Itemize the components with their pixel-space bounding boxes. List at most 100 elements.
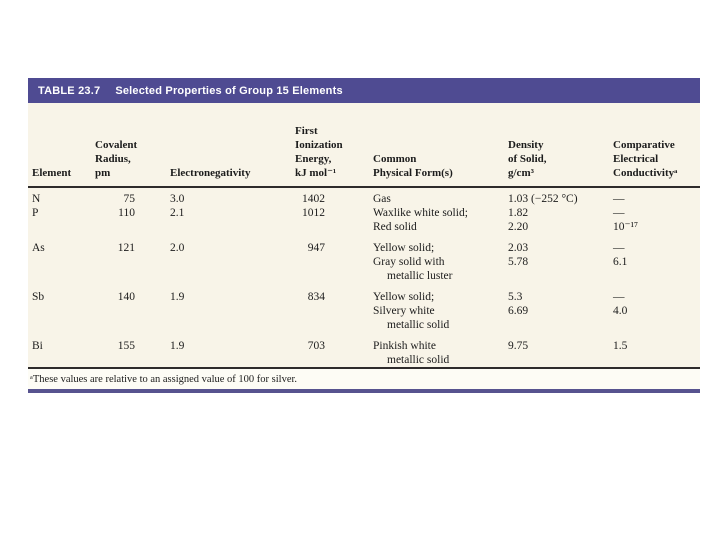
table-title-bar: TABLE 23.7 Selected Properties of Group … — [28, 78, 700, 103]
density-value: 2.03 — [508, 242, 529, 254]
element-symbol — [32, 220, 95, 234]
electronegativity-value — [170, 353, 295, 367]
header-comparative-electrical-conductivity: Comparative Electrical Conductivityᵃ — [613, 139, 678, 179]
element-symbol — [32, 269, 95, 283]
physical-form: Silvery white — [373, 305, 435, 317]
covalent-radius — [95, 304, 170, 318]
table-row: metallic solid — [28, 318, 700, 332]
table-rows: N 75 3.0 1402 Gas 1.03 (−252 °C) — P 110 2.1 1012 W… — [28, 188, 700, 367]
header-first-ionization-energy: First Ionization Energy, kJ mol⁻¹ — [295, 125, 343, 179]
element-symbol: As — [32, 242, 45, 254]
covalent-radius — [95, 318, 170, 332]
element-row-group: Bi 155 1.9 703 Pinkish white 9.75 1.5 metallic … — [28, 339, 700, 367]
table-number: TABLE 23.7 — [38, 84, 101, 97]
table-row: Silvery white 6.69 4.0 — [28, 304, 700, 318]
table-row: Sb 140 1.9 834 Yellow solid; 5.3 — — [28, 290, 700, 304]
element-row-group: N 75 3.0 1402 Gas 1.03 (−252 °C) — — [28, 192, 700, 206]
table-row: Gray solid with 5.78 6.1 — [28, 255, 700, 269]
header-covalent-radius: Covalent Radius, pm — [95, 139, 138, 179]
ionization-energy — [295, 269, 373, 283]
density-value — [508, 318, 613, 332]
ionization-energy — [295, 304, 373, 318]
density-value: 1.03 (−252 °C) — [508, 193, 578, 205]
electronegativity-value: 1.9 — [170, 291, 185, 303]
bottom-rule — [28, 389, 700, 393]
ionization-energy: 1402 — [302, 193, 325, 205]
electronegativity-value — [170, 220, 295, 234]
element-symbol — [32, 255, 95, 269]
electronegativity-value: 2.1 — [170, 207, 185, 219]
element-row-group: As 121 2.0 947 Yellow solid; 2.03— Gray solid … — [28, 241, 700, 283]
physical-form: Red solid — [373, 221, 417, 233]
conductivity-value: 6.1 — [613, 256, 628, 268]
conductivity-value: — — [613, 207, 625, 219]
density-value: 1.82 — [508, 207, 529, 219]
physical-form: metallic solid — [387, 354, 450, 366]
element-symbol — [32, 304, 95, 318]
table-row: Bi 155 1.9 703 Pinkish white 9.75 1.5 — [28, 339, 700, 353]
conductivity-value: — — [613, 291, 625, 303]
conductivity-value — [613, 269, 700, 283]
conductivity-value: 4.0 — [613, 305, 628, 317]
physical-form: Gas — [373, 193, 391, 205]
table-row: metallic solid — [28, 353, 700, 367]
density-value — [508, 269, 613, 283]
covalent-radius: 75 — [123, 193, 136, 205]
footnote-text: ᵃThese values are relative to an assigne… — [30, 373, 298, 385]
table-row: Red solid 2.20 10⁻¹⁷ — [28, 220, 700, 234]
properties-table: TABLE 23.7 Selected Properties of Group … — [28, 78, 700, 393]
ionization-energy: 1012 — [302, 207, 325, 219]
electronegativity-value — [170, 269, 295, 283]
header-common-physical-forms: Common Physical Form(s) — [373, 153, 453, 179]
physical-form: Gray solid with — [373, 256, 445, 268]
electronegativity-value: 1.9 — [170, 340, 185, 352]
footnote: ᵃThese values are relative to an assigne… — [28, 367, 700, 389]
ionization-energy: 947 — [307, 242, 325, 254]
covalent-radius — [95, 269, 170, 283]
ionization-energy — [295, 318, 373, 332]
header-electronegativity: Electronegativity — [170, 167, 251, 179]
ionization-energy: 834 — [307, 291, 325, 303]
ionization-energy: 703 — [307, 340, 325, 352]
ionization-energy — [295, 353, 373, 367]
electronegativity-value: 2.0 — [170, 242, 185, 254]
density-value — [508, 353, 613, 367]
element-symbol — [32, 318, 95, 332]
density-value: 5.3 — [508, 291, 523, 303]
conductivity-value: 10⁻¹⁷ — [613, 221, 639, 233]
density-value: 2.20 — [508, 221, 529, 233]
element-symbol: P — [32, 207, 39, 219]
column-headers: Element Covalent Radius, pm Electronegat… — [28, 103, 700, 188]
element-symbol: Bi — [32, 340, 43, 352]
physical-form: Waxlike white solid; — [373, 207, 468, 219]
element-symbol: Sb — [32, 291, 45, 303]
element-symbol — [32, 353, 95, 367]
table-row: P 110 2.1 1012 Waxlike white solid; 1.82 — — [28, 206, 700, 220]
covalent-radius: 110 — [118, 207, 135, 219]
table-row: metallic luster — [28, 269, 700, 283]
conductivity-value — [613, 318, 700, 332]
covalent-radius: 140 — [117, 291, 135, 303]
element-row-group: P 110 2.1 1012 Waxlike white solid; 1.82— Red … — [28, 206, 700, 234]
conductivity-value: 1.5 — [613, 340, 628, 352]
electronegativity-value — [170, 255, 295, 269]
covalent-radius — [95, 255, 170, 269]
ionization-energy — [295, 255, 373, 269]
table-row: As 121 2.0 947 Yellow solid; 2.03 — — [28, 241, 700, 255]
density-value: 6.69 — [508, 305, 529, 317]
covalent-radius: 155 — [117, 340, 135, 352]
density-value: 5.78 — [508, 256, 529, 268]
covalent-radius — [95, 220, 170, 234]
table-row: N 75 3.0 1402 Gas 1.03 (−252 °C) — — [28, 192, 700, 206]
physical-form: Yellow solid; — [373, 242, 435, 254]
physical-form: Pinkish white — [373, 340, 436, 352]
physical-form: metallic solid — [387, 319, 450, 331]
table-body: Element Covalent Radius, pm Electronegat… — [28, 103, 700, 393]
ionization-energy — [295, 220, 373, 234]
density-value: 9.75 — [508, 340, 529, 352]
header-element: Element — [32, 167, 72, 179]
electronegativity-value — [170, 318, 295, 332]
electronegativity-value: 3.0 — [170, 193, 185, 205]
header-density-of-solid: Density of Solid, g/cm³ — [508, 139, 547, 179]
physical-form: metallic luster — [387, 270, 453, 282]
